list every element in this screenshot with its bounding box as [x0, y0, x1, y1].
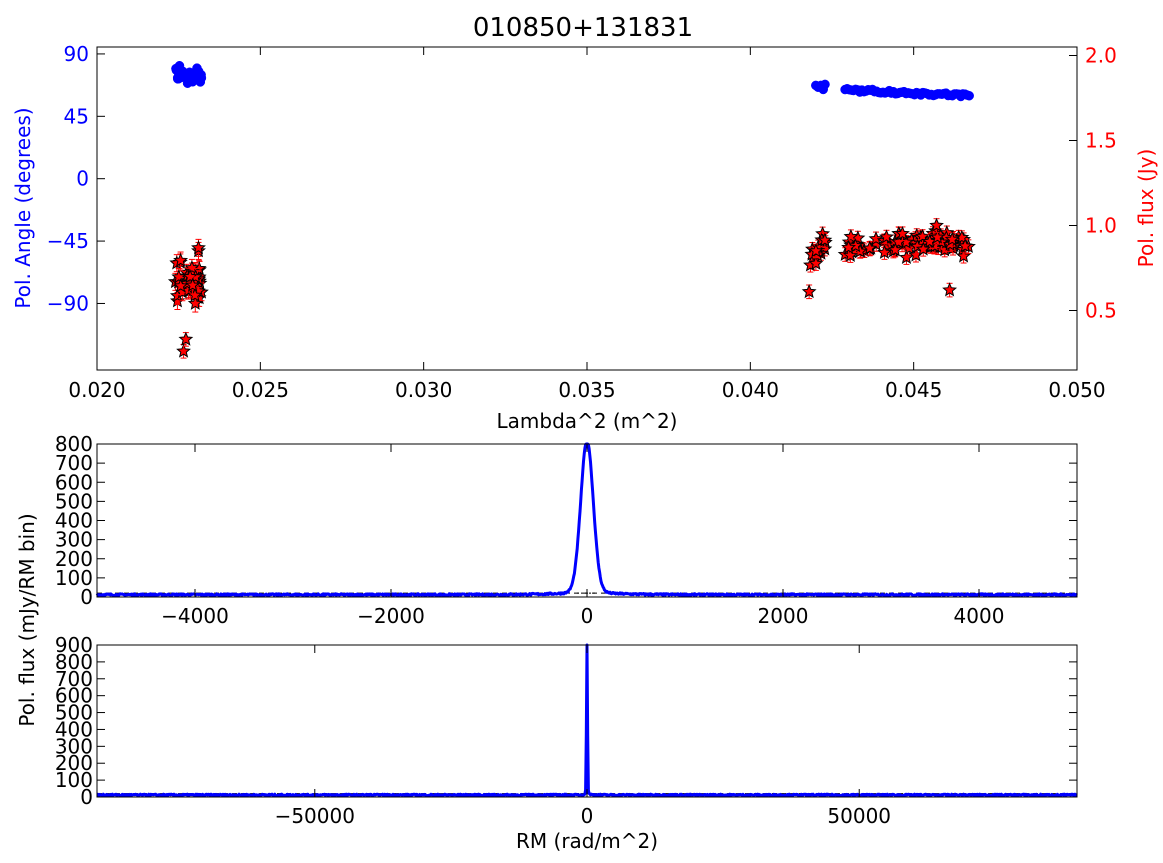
rm-spectrum-full-panel: −50000 0 500000100200300400500600700800900… — [55, 633, 1078, 853]
rm-spectrum-zoom-data — [95, 442, 1078, 598]
flux-point — [879, 229, 894, 244]
rm-zoom-axes: −4000 −2000 0 2000 4000010020030040050060070… — [55, 432, 1077, 628]
flux-point — [178, 331, 194, 346]
lambda-squared-axis-label: Lambda^2 (m^2) — [497, 409, 678, 433]
y-tick-label-left: −45 — [47, 229, 89, 253]
y-tick-label-right: 2.0 — [1085, 44, 1117, 68]
y-tick-label: 400 — [55, 717, 93, 741]
flux-point — [862, 240, 878, 255]
rm-spectrum-line — [96, 643, 1078, 798]
x-tick-label: 0 — [581, 804, 594, 828]
x-tick-label: 0.035 — [558, 378, 615, 402]
y-tick-label: 200 — [55, 751, 93, 775]
x-tick-label: −2000 — [357, 604, 425, 628]
x-tick-label: 2000 — [758, 604, 809, 628]
x-tick-label: 0.030 — [395, 378, 452, 402]
flux-point — [944, 231, 960, 246]
rm-spectrum-zoom-panel: −4000 −2000 0 2000 4000010020030040050060070… — [55, 432, 1078, 628]
y-tick-label-right: 1.5 — [1085, 129, 1117, 153]
y-tick-label: 0 — [80, 785, 93, 809]
flux-point — [915, 241, 931, 256]
flux-point — [877, 244, 892, 259]
x-tick-label: 0.045 — [885, 378, 942, 402]
x-tick-label: 0 — [581, 604, 594, 628]
flux-point — [176, 343, 191, 358]
flux-point — [930, 229, 945, 244]
flux-point — [942, 282, 958, 297]
x-tick-label: 0.020 — [68, 378, 125, 402]
pol-flux-jy-axis-label: Pol. flux (Jy) — [1134, 149, 1158, 268]
flux-point — [184, 260, 200, 275]
x-tick-label: −50000 — [275, 804, 355, 828]
x-tick-label: 0.050 — [1048, 378, 1105, 402]
rm-zoom-axes-frame — [96, 443, 1078, 598]
y-tick-label: 500 — [55, 489, 93, 513]
y-tick-label: 900 — [55, 633, 93, 657]
angle-flux-data — [167, 60, 976, 359]
y-tick-label: 700 — [55, 667, 93, 691]
y-tick-label: 600 — [55, 470, 93, 494]
flux-point — [841, 239, 857, 254]
y-tick-label-right: 0.5 — [1085, 299, 1117, 323]
x-tick-label: 0.025 — [232, 378, 289, 402]
pol-flux-mjy-axis-label: Pol. flux (mJy/RM bin) — [15, 513, 39, 726]
flux-point — [191, 240, 206, 255]
flux-point — [957, 238, 973, 253]
x-tick-label: 4000 — [954, 604, 1005, 628]
pol-angle-point — [171, 63, 181, 74]
angle-flux-axes: 0.020 0.025 0.030 0.035 0.040 0.045 0.050 90 45 0… — [47, 42, 1117, 402]
pol-angle-point — [187, 74, 198, 85]
pol-angle-point — [964, 90, 974, 101]
x-tick-label: 50000 — [827, 804, 891, 828]
y-tick-label-right: 1.0 — [1085, 214, 1117, 238]
y-tick-label-left: 45 — [64, 104, 89, 128]
rm-spectrum-full-data — [96, 643, 1078, 798]
flux-point — [929, 217, 944, 232]
pol-angle-axis-label: Pol. Angle (degrees) — [11, 107, 35, 308]
flux-point — [817, 232, 833, 247]
flux-point — [842, 247, 858, 262]
x-tick-label: −4000 — [161, 604, 229, 628]
flux-point — [956, 248, 972, 263]
flux-point — [801, 284, 817, 299]
flux-point — [187, 287, 203, 302]
x-tick-label: 0.040 — [722, 378, 779, 402]
y-tick-label: 200 — [55, 547, 93, 571]
rm-spectrum-line — [95, 442, 1078, 598]
y-tick-label: 400 — [55, 509, 93, 533]
y-tick-label-left: 90 — [64, 42, 89, 66]
flux-point — [895, 225, 910, 241]
y-tick-label: 600 — [55, 684, 93, 708]
y-tick-label: 100 — [55, 566, 93, 590]
flux-point — [868, 231, 884, 246]
y-tick-label-left: 0 — [76, 167, 89, 191]
y-tick-label-left: −90 — [47, 291, 89, 315]
y-tick-label: 800 — [55, 650, 93, 674]
y-tick-label: 100 — [55, 768, 93, 792]
flux-point — [887, 242, 903, 257]
y-tick-label: 700 — [55, 451, 93, 475]
chart-title: 010850+131831 — [473, 13, 693, 43]
flux-point — [173, 278, 189, 293]
y-tick-label: 0 — [80, 585, 93, 609]
rm-axis-label: RM (rad/m^2) — [516, 829, 658, 853]
flux-point — [173, 252, 189, 267]
y-tick-label: 300 — [55, 528, 93, 552]
pol-angle-point — [820, 79, 830, 90]
y-tick-label: 300 — [55, 734, 93, 758]
y-tick-label: 800 — [55, 432, 93, 456]
y-tick-label: 500 — [55, 701, 93, 725]
angle-flux-panel: 0.020 0.025 0.030 0.035 0.040 0.045 0.050 90 45 0… — [11, 42, 1158, 433]
flux-point — [808, 243, 824, 258]
flux-point — [808, 255, 824, 270]
flux-point — [185, 277, 201, 292]
pol-angle-point — [173, 74, 184, 84]
